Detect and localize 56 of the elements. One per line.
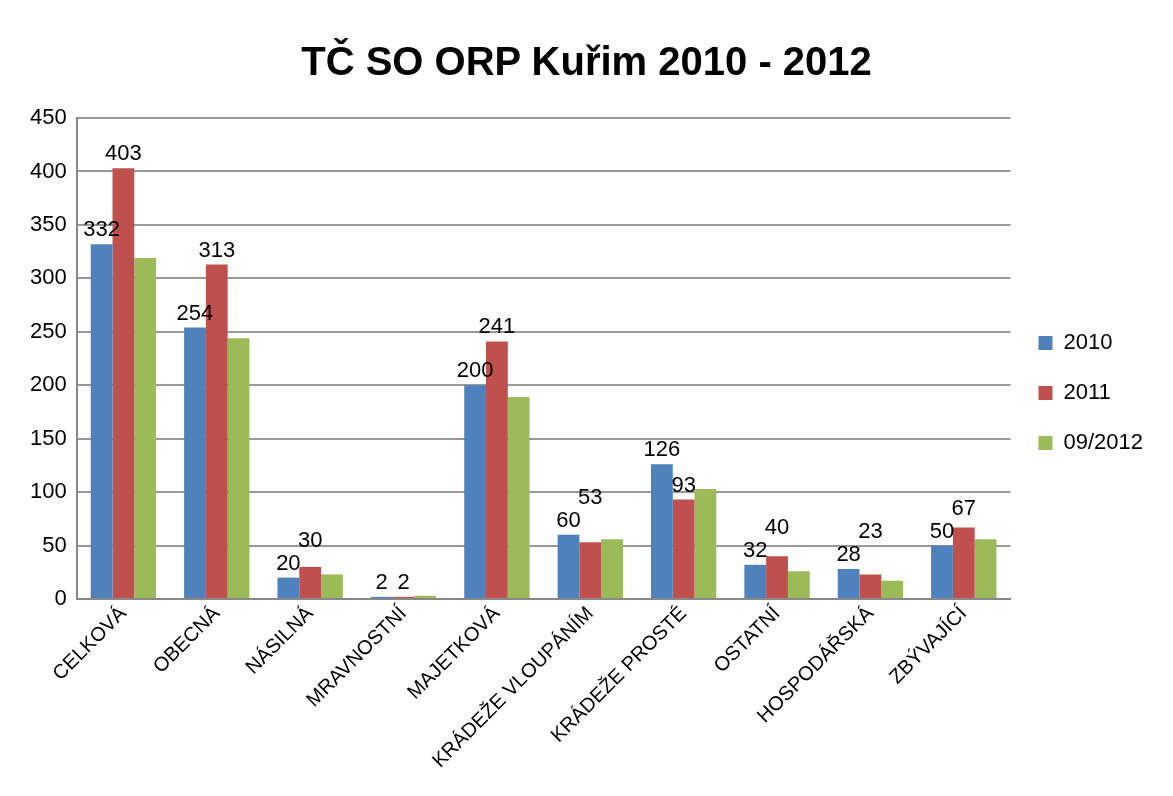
y-tick-label: 250 xyxy=(29,317,67,343)
data-label: 30 xyxy=(297,526,323,552)
bar xyxy=(931,545,953,599)
data-label: 53 xyxy=(578,483,603,509)
data-label: 2 xyxy=(375,568,388,594)
data-label: 2 xyxy=(397,568,410,594)
y-tick-label: 0 xyxy=(54,585,67,611)
bar xyxy=(694,488,717,599)
data-label: 50 xyxy=(929,517,955,543)
bar xyxy=(837,569,860,599)
chart-title: TČ SO ORP Kuřim 2010 - 2012 xyxy=(301,38,872,84)
bar xyxy=(952,527,975,599)
bar xyxy=(859,574,882,599)
y-tick-label: 400 xyxy=(29,157,67,183)
legend-label: 2010 xyxy=(1063,329,1113,355)
legend-label: 2011 xyxy=(1063,379,1111,405)
bar xyxy=(650,464,673,599)
y-tick-label: 350 xyxy=(29,210,67,236)
bar xyxy=(672,499,695,599)
data-label: 403 xyxy=(105,140,142,166)
data-label: 28 xyxy=(836,541,861,567)
bar xyxy=(557,534,580,599)
bar xyxy=(184,327,206,599)
bar xyxy=(277,577,300,599)
data-label: 93 xyxy=(671,471,696,497)
data-label: 20 xyxy=(276,549,301,575)
y-tick-label: 450 xyxy=(29,104,67,130)
bar xyxy=(744,564,767,599)
bar xyxy=(464,385,487,599)
bar xyxy=(974,539,997,599)
data-label: 67 xyxy=(951,494,977,520)
bar xyxy=(299,566,322,599)
bar xyxy=(579,542,602,599)
y-tick-label: 100 xyxy=(29,478,67,504)
bar xyxy=(321,574,343,599)
data-label: 241 xyxy=(478,313,516,339)
data-label: 40 xyxy=(764,513,790,539)
bar xyxy=(90,244,113,599)
bar xyxy=(766,556,788,599)
bar xyxy=(414,595,437,599)
y-tick-label: 50 xyxy=(42,531,67,557)
data-label: 313 xyxy=(198,236,236,262)
bar xyxy=(227,338,250,599)
bar xyxy=(134,258,157,599)
bar xyxy=(881,580,904,599)
legend-label: 09/2012 xyxy=(1063,429,1144,455)
data-label: 60 xyxy=(556,506,581,532)
y-tick-label: 300 xyxy=(29,264,67,290)
data-label: 23 xyxy=(858,518,883,544)
y-tick-label: 200 xyxy=(29,371,67,397)
y-tick-label: 150 xyxy=(29,424,67,450)
bar xyxy=(601,539,623,599)
bar xyxy=(787,571,810,599)
data-label: 32 xyxy=(743,536,768,562)
data-label: 126 xyxy=(643,436,681,462)
bar xyxy=(507,396,530,599)
